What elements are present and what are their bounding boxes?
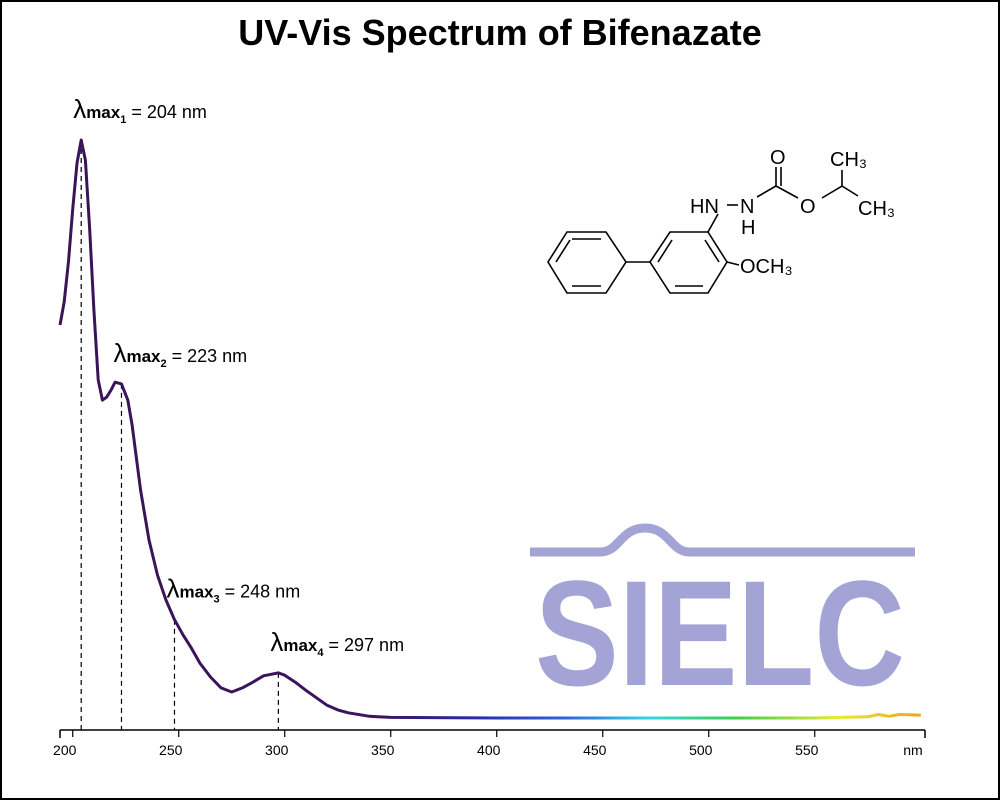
peak-label: λmax2 = 223 nm [113,338,247,370]
atom-label: O [770,147,786,169]
atom-label: OCH₃ [740,256,793,278]
x-tick-label: 300 [265,742,289,758]
x-tick-label: 350 [371,742,395,758]
x-tick-label: 400 [477,742,501,758]
label-part: 3 [214,594,220,606]
label-part: max [283,636,318,655]
atom-label: HN [690,196,719,218]
x-tick-label: 500 [689,742,713,758]
chart-title: UV-Vis Spectrum of Bifenazate [238,12,761,53]
label-part: 2 [161,358,167,370]
logo: SIELC [530,523,915,717]
logo-arc [530,523,915,557]
x-tick-label: 200 [53,742,77,758]
label-part: = 223 nm [172,346,248,366]
label-part: max [126,347,161,366]
peak-label: λmax3 = 248 nm [166,574,300,606]
label-part: λ [113,338,126,368]
x-tick-label: 550 [795,742,819,758]
peak-label: λmax1 = 204 nm [73,94,207,126]
label-part: max [179,583,214,602]
logo-text: SIELC [535,549,905,717]
x-axis-label: nm [903,742,922,758]
label-part: λ [270,627,283,657]
atom-label: O [800,196,816,218]
label-part: = 204 nm [131,102,207,122]
atom-label: H [741,217,755,239]
label-part: 4 [317,647,324,659]
label-part: = 297 nm [329,635,405,655]
x-tick-label: 250 [159,742,183,758]
atom-label: N [740,196,754,218]
label-part: 1 [120,114,126,126]
x-tick-label: 450 [583,742,607,758]
atom-label: CH₃ [830,149,867,171]
label-part: = 248 nm [225,582,301,602]
label-part: max [86,103,121,122]
atom-label: CH₃ [858,198,895,220]
label-part: λ [73,94,86,124]
peak-label: λmax4 = 297 nm [270,627,404,659]
label-part: λ [166,574,179,604]
spectrum-line [58,138,921,720]
structure: HN N H O O CH₃ CH₃ OCH₃ [547,147,895,294]
